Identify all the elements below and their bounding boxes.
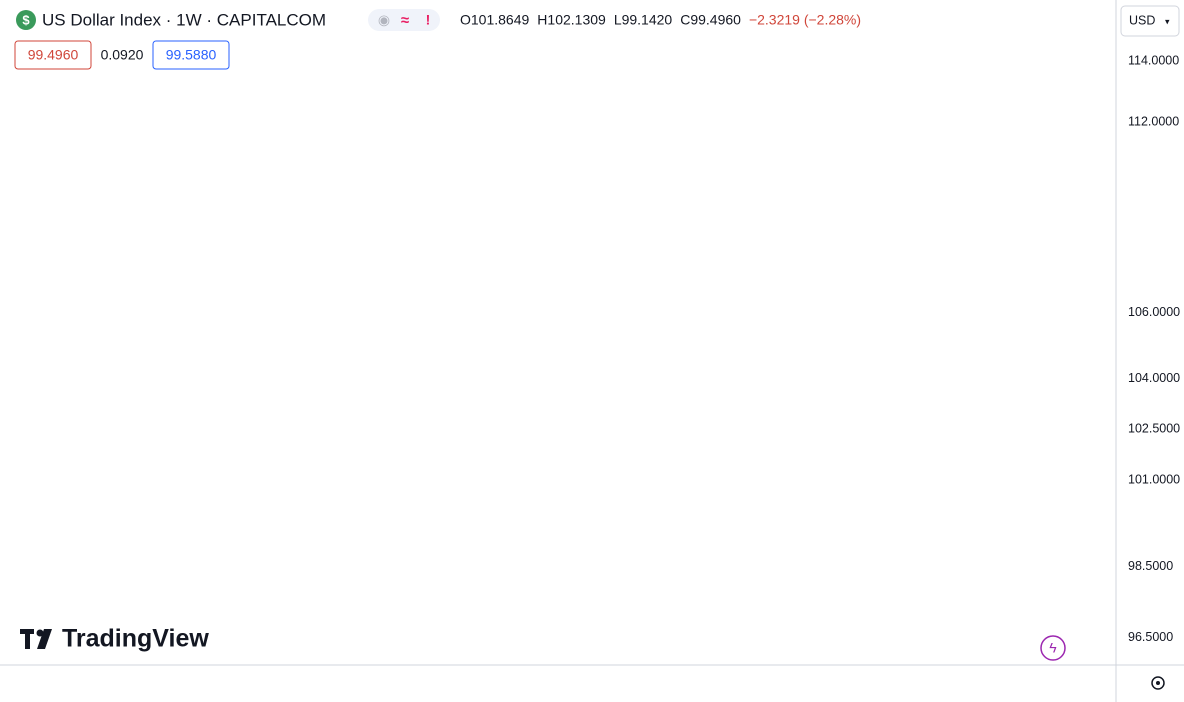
settings-icon-center	[1156, 681, 1160, 685]
y-tick-label: 96.5000	[1128, 630, 1173, 644]
y-tick-label: 98.5000	[1128, 559, 1173, 573]
logo-mark	[37, 629, 52, 649]
ohlc-value: −2.3219 (−2.28%)	[749, 12, 861, 28]
symbol-icon-glyph: $	[22, 12, 30, 27]
logo-mark	[36, 629, 44, 637]
ohlc-value: L99.1420	[614, 12, 673, 28]
y-tick-label: 102.5000	[1128, 421, 1180, 435]
ohlc-value: H102.1309	[537, 12, 606, 28]
currency: USD	[1129, 13, 1155, 27]
y-tick-label: 106.0000	[1128, 305, 1180, 319]
y-tick-label: 104.0000	[1128, 371, 1180, 385]
buy-price: 99.5880	[166, 47, 217, 63]
status-icon: ≈	[401, 12, 409, 29]
logo-mark	[25, 629, 30, 649]
symbol-icon	[16, 10, 36, 30]
spread: 0.0920	[101, 47, 144, 63]
currency-caret: ▾	[1165, 16, 1170, 26]
settings-icon[interactable]	[1151, 676, 1165, 690]
axes: 96.5000 98.5000 101.0000 102.5000 104.0000 10…	[1128, 53, 1180, 644]
y-tick-label: 101.0000	[1128, 472, 1180, 486]
ohlc-value: C99.4960	[680, 12, 741, 28]
status-icon: !	[426, 12, 431, 28]
status-icon: ◉	[378, 12, 390, 28]
sell-box[interactable]	[14, 40, 92, 70]
ohlc-value: O101.8649	[460, 12, 529, 28]
logo: TradingView	[20, 625, 209, 653]
ohlc-legend: O101.8649 H102.1309 L99.1420 C99.4960 −2.321…	[460, 12, 861, 28]
buy-box[interactable]	[152, 40, 230, 70]
status-pill[interactable]	[368, 9, 440, 31]
chart-title: US Dollar Index · 1W · CAPITALCOM	[42, 10, 326, 29]
y-tick-label: 114.0000	[1128, 53, 1179, 67]
y-tick-label: 112.0000	[1128, 115, 1179, 129]
sell-price: 99.4960	[28, 47, 79, 63]
events-icon[interactable]	[1040, 635, 1066, 661]
events-glyph: ϟ	[1049, 640, 1057, 656]
currency-button[interactable]	[1120, 5, 1180, 37]
logo-text: TradingView	[62, 625, 209, 653]
